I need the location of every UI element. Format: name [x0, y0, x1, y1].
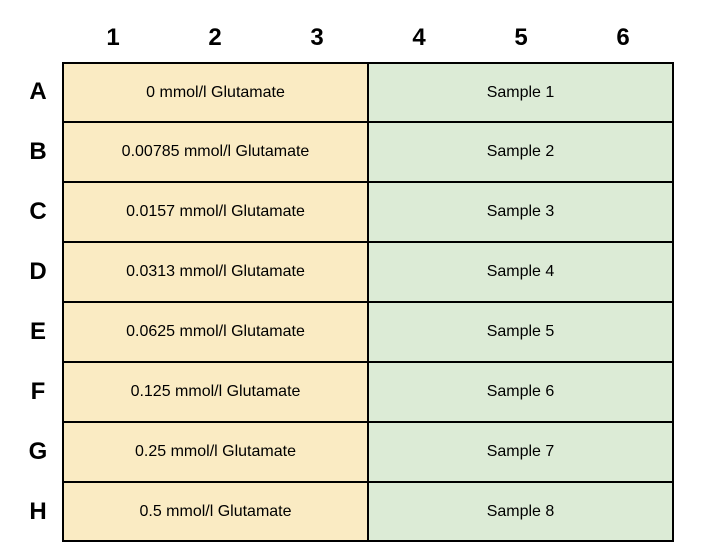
left-cell: 0.00785 mmol/l Glutamate — [62, 122, 368, 182]
left-cell: 0.0313 mmol/l Glutamate — [62, 242, 368, 302]
right-cell: Sample 5 — [368, 302, 674, 362]
right-cell: Sample 3 — [368, 182, 674, 242]
row-header: B — [14, 122, 62, 182]
left-cell: 0 mmol/l Glutamate — [62, 62, 368, 122]
column-header: 3 — [266, 14, 368, 62]
left-cell: 0.0625 mmol/l Glutamate — [62, 302, 368, 362]
right-cell: Sample 8 — [368, 482, 674, 542]
row-header: F — [14, 362, 62, 422]
column-header: 6 — [572, 14, 674, 62]
plate-layout-table: 123456ABCDEFGH0 mmol/l GlutamateSample 1… — [14, 14, 679, 538]
right-cell: Sample 4 — [368, 242, 674, 302]
right-cell: Sample 7 — [368, 422, 674, 482]
left-cell: 0.25 mmol/l Glutamate — [62, 422, 368, 482]
row-header: H — [14, 482, 62, 542]
plate-corner — [14, 14, 62, 62]
right-cell: Sample 6 — [368, 362, 674, 422]
row-header: G — [14, 422, 62, 482]
row-header: E — [14, 302, 62, 362]
right-cell: Sample 2 — [368, 122, 674, 182]
left-cell: 0.125 mmol/l Glutamate — [62, 362, 368, 422]
row-header: C — [14, 182, 62, 242]
right-cell: Sample 1 — [368, 62, 674, 122]
left-cell: 0.0157 mmol/l Glutamate — [62, 182, 368, 242]
row-header: A — [14, 62, 62, 122]
column-header: 1 — [62, 14, 164, 62]
column-header: 2 — [164, 14, 266, 62]
column-header: 5 — [470, 14, 572, 62]
row-header: D — [14, 242, 62, 302]
left-cell: 0.5 mmol/l Glutamate — [62, 482, 368, 542]
column-header: 4 — [368, 14, 470, 62]
